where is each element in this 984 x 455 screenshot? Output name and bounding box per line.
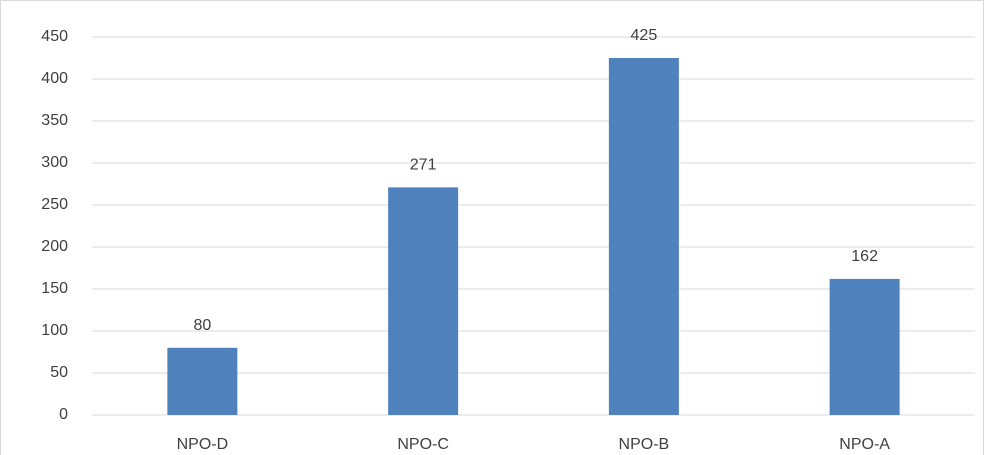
data-label: 425 xyxy=(631,27,658,44)
y-tick-label: 100 xyxy=(41,322,68,339)
bar xyxy=(167,347,238,415)
y-tick-label: 150 xyxy=(41,280,68,297)
y-tick-label: 50 xyxy=(50,364,68,381)
y-tick-label: 250 xyxy=(41,196,68,213)
bar xyxy=(388,187,459,415)
bar xyxy=(829,278,900,415)
data-label: 80 xyxy=(193,317,211,334)
x-tick-label: NPO-B xyxy=(619,436,670,453)
y-tick-label: 0 xyxy=(59,406,68,423)
x-tick-label: NPO-D xyxy=(177,436,229,453)
bar xyxy=(608,58,679,415)
y-tick-label: 200 xyxy=(41,238,68,255)
data-label: 162 xyxy=(851,248,878,265)
x-tick-label: NPO-A xyxy=(839,436,890,453)
y-tick-label: 300 xyxy=(41,154,68,171)
y-tick-label: 450 xyxy=(41,28,68,45)
y-tick-label: 350 xyxy=(41,112,68,129)
y-tick-label: 400 xyxy=(41,70,68,87)
data-label: 271 xyxy=(410,157,437,174)
x-tick-label: NPO-C xyxy=(397,436,449,453)
